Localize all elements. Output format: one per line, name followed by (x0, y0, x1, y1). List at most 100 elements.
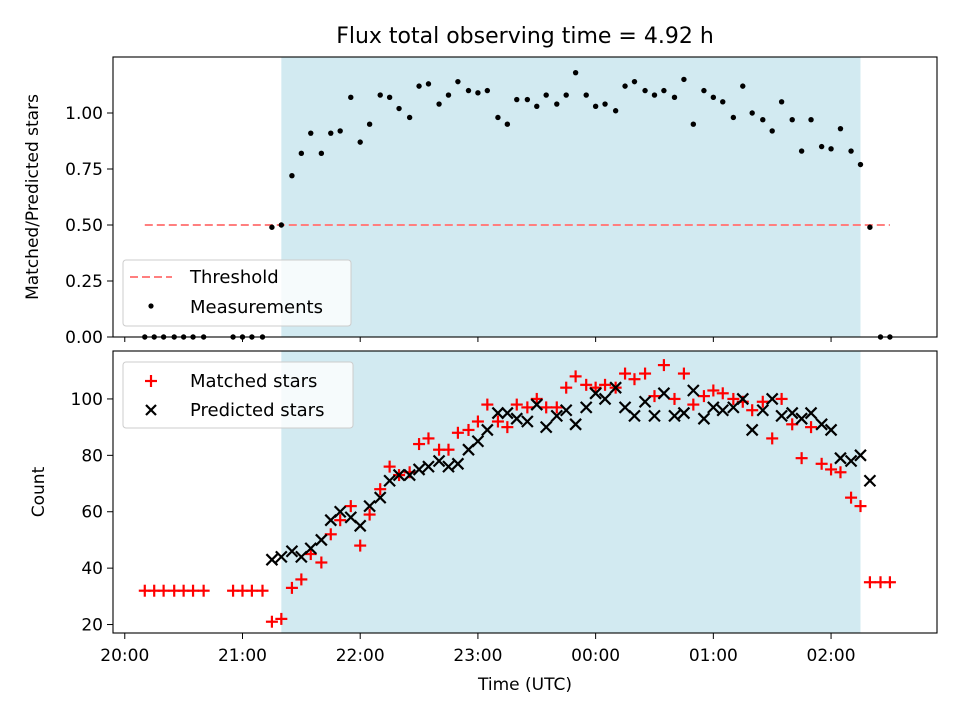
measurement-point (554, 101, 560, 107)
bottom-y-axis: 20 40 60 80 100 (71, 390, 113, 636)
predicted-star-point (353, 519, 367, 533)
measurement-point (495, 114, 501, 121)
measurement-point (837, 125, 844, 132)
matched-star-point (854, 500, 867, 513)
measurement-point (808, 117, 814, 123)
measurement-point (269, 224, 275, 230)
observing-window-shade-top (281, 57, 861, 337)
predicted-star-point (834, 451, 847, 465)
matched-star-point (245, 584, 258, 597)
predicted-star-point (824, 423, 838, 437)
bottom-panel: 20 40 60 80 100 20:00 21:00 22:00 23:00 00:00 01:… (29, 350, 938, 695)
predicted-star-point (716, 403, 730, 417)
matched-star-point (344, 500, 357, 513)
matched-star-point (530, 392, 543, 405)
measurement-point (543, 92, 549, 98)
matched-star-point (374, 483, 387, 496)
matched-star-point (560, 381, 573, 394)
matched-star-point (805, 421, 818, 434)
measurement-point (681, 76, 687, 83)
measurement-point (357, 139, 363, 145)
predicted-star-point (363, 499, 376, 513)
measurement-point (592, 103, 599, 109)
top-y-axis-label: Matched/Predicted stars (23, 94, 43, 300)
legend-predicted-label: Predicted stars (190, 400, 324, 421)
legend-threshold-label: Threshold (189, 267, 279, 288)
measurement-point (445, 92, 452, 98)
matched-star-point (451, 426, 464, 439)
x-tick-label: 00:00 (571, 646, 620, 666)
matched-star-point (481, 398, 494, 411)
matched-star-point (354, 539, 367, 552)
matched-star-point (668, 392, 681, 405)
matched-star-point (589, 381, 602, 394)
observing-window-shade-bottom (281, 351, 861, 633)
matched-star-point (599, 378, 612, 391)
predicted-star-point (785, 406, 799, 420)
legend-measurements-label: Measurements (190, 297, 323, 318)
top-plot-frame (112, 56, 938, 338)
predicted-star-point (668, 409, 681, 423)
matched-star-point (825, 463, 838, 476)
predicted-star-point (501, 406, 514, 420)
x-tick-label: 22:00 (336, 646, 385, 666)
bottom-ytick-label: 40 (81, 559, 103, 579)
matched-star-point (815, 457, 828, 470)
measurement-point (465, 87, 472, 94)
top-ytick-label: 0.75 (65, 160, 103, 180)
measurement-point (504, 121, 511, 127)
matched-star-point (295, 573, 308, 586)
measurement-point (818, 143, 825, 150)
matched-star-point (550, 401, 563, 414)
predicted-star-point (442, 460, 455, 473)
predicted-star-point (491, 406, 505, 420)
chart-title: Flux total observing time = 4.92 h (336, 24, 714, 49)
predicted-star-point (697, 412, 711, 425)
matched-star-point (677, 367, 690, 380)
top-ytick-label: 0.00 (65, 328, 103, 348)
x-axis-label: Time (UTC) (477, 675, 572, 695)
measurement-point (651, 92, 658, 98)
predicted-star-point (432, 454, 446, 468)
predicted-star-point (265, 553, 279, 566)
measurement-point (425, 81, 432, 87)
predicted-star-point (539, 420, 553, 434)
matched-star-point (275, 612, 288, 625)
measurement-point (377, 92, 383, 98)
measurement-point (366, 121, 373, 127)
measurement-point (298, 150, 305, 157)
predicted-star-point (854, 449, 867, 462)
bottom-ytick-label: 20 (81, 616, 103, 636)
matched-star-point (883, 576, 896, 589)
bottom-ytick-label: 100 (71, 390, 103, 410)
predicted-star-point (481, 423, 494, 437)
legend-measurements-swatch (148, 303, 154, 309)
measurement-point (857, 161, 864, 168)
predicted-star-point (775, 409, 788, 423)
matched-star-point (775, 392, 788, 405)
matched-star-point (687, 398, 700, 411)
predicted-star-point (275, 550, 288, 564)
matched-star-point (462, 423, 475, 436)
matched-star-point (422, 432, 435, 445)
matched-star-point (756, 395, 769, 408)
measurement-point (583, 92, 589, 98)
measurement-point (308, 130, 314, 136)
predicted-star-point (521, 415, 534, 428)
matched-star-point (442, 443, 455, 456)
predicted-star-point (598, 392, 612, 406)
predicted-star-point (648, 409, 661, 423)
matched-star-point (324, 528, 337, 541)
matched-star-point (795, 452, 808, 465)
bottom-legend: Matched stars Predicted stars (122, 361, 354, 429)
measurement-point (671, 94, 678, 101)
measurement-point (484, 87, 491, 94)
predicted-star-point (559, 403, 573, 417)
measurement-point (789, 117, 795, 123)
measurement-point (572, 69, 579, 76)
measurement-point (337, 128, 343, 134)
x-tick-label: 02:00 (807, 646, 856, 666)
predicted-star-point (304, 542, 318, 555)
predicted-star-point (412, 463, 426, 476)
predicted-star-point (707, 401, 720, 414)
